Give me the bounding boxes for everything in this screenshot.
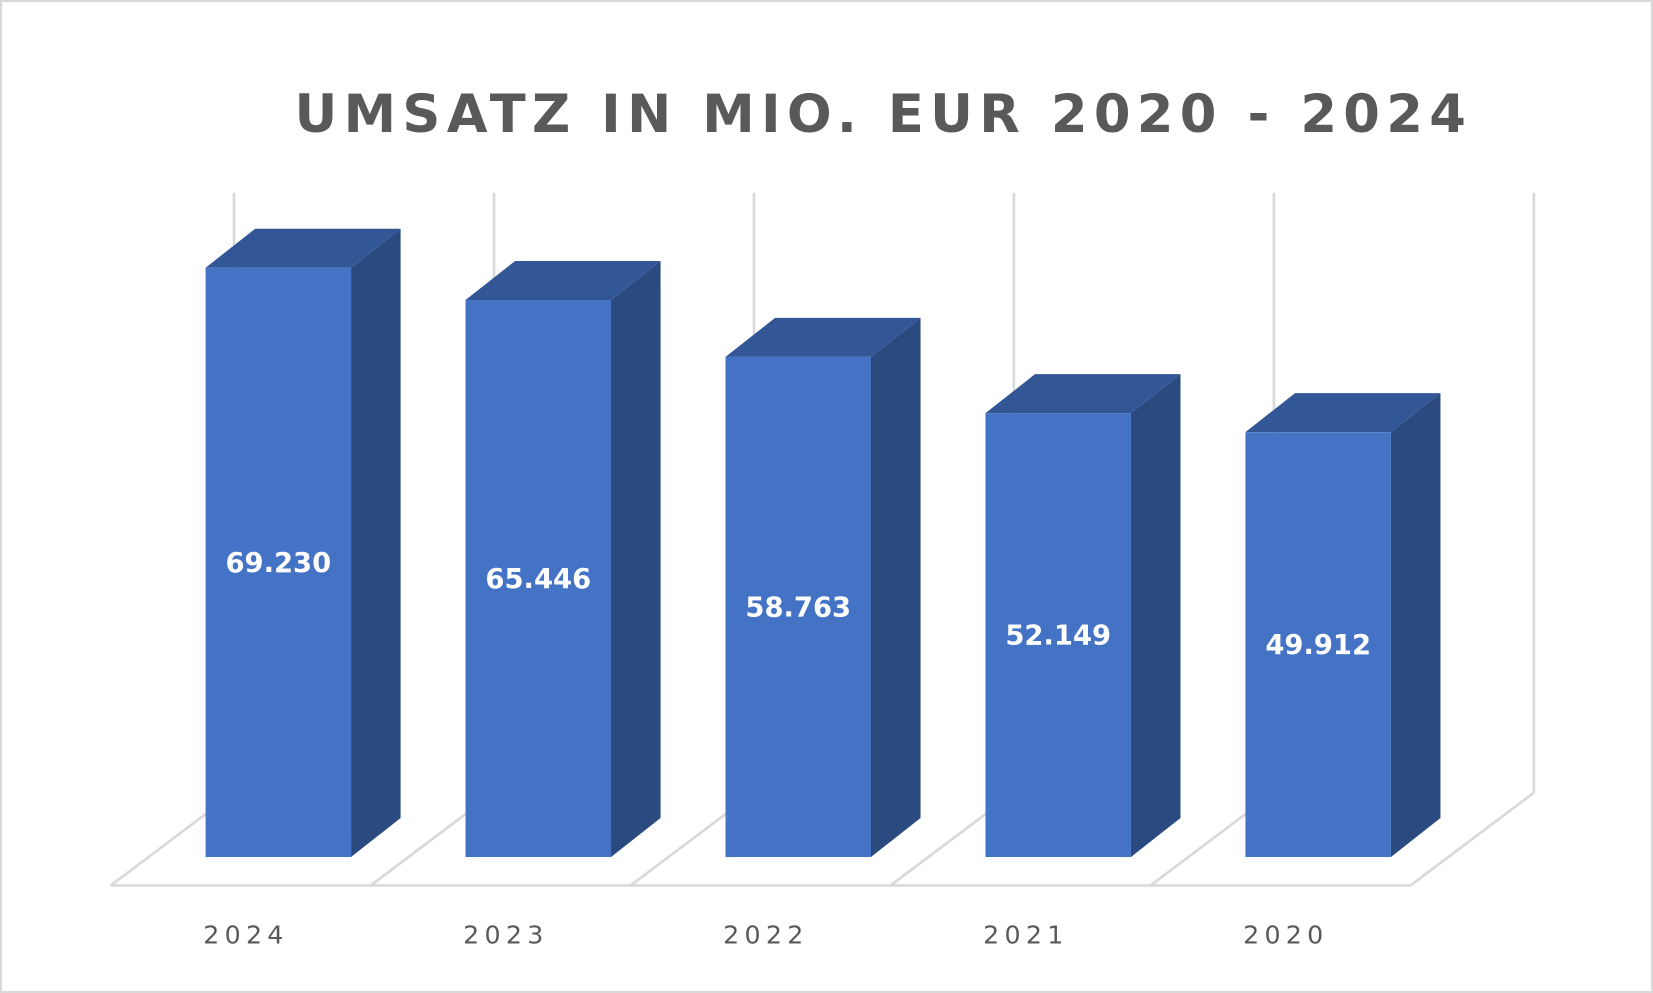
bar-top <box>725 317 921 357</box>
bar-top <box>985 374 1181 414</box>
data-label: 49.912 <box>1265 630 1371 661</box>
bar-top <box>1245 393 1441 433</box>
data-label: 58.763 <box>745 592 851 623</box>
bar-2022: 58.763 <box>725 317 921 858</box>
data-label: 52.149 <box>1005 621 1111 652</box>
category-label: 2024 <box>203 920 288 949</box>
bar-front <box>725 356 871 858</box>
chart-title: UMSATZ IN MIO. EUR 2020 - 2024 <box>295 84 1473 145</box>
category-label: 2023 <box>463 920 548 949</box>
bar-side <box>870 317 921 858</box>
bar-top <box>205 228 401 268</box>
bar-2021: 52.149 <box>985 374 1181 858</box>
category-labels: 2024 2023 2022 2021 2020 <box>203 920 1328 949</box>
bar-side <box>1390 393 1441 858</box>
bar-front <box>465 299 612 858</box>
data-label: 69.230 <box>225 548 331 579</box>
bar-front <box>985 413 1131 858</box>
category-label: 2020 <box>1243 920 1328 949</box>
bar-front <box>1245 432 1391 858</box>
bar-side <box>1130 374 1181 858</box>
bar-top <box>465 260 661 300</box>
bar-2023: 65.446 <box>465 260 661 858</box>
bar-front <box>205 267 352 858</box>
bars: 69.230 65.446 58.763 52.149 49.912 <box>205 228 1441 858</box>
data-label: 65.446 <box>485 564 591 595</box>
bar-2020: 49.912 <box>1245 393 1441 858</box>
category-label: 2022 <box>723 920 808 949</box>
bar-side <box>351 228 401 858</box>
bar-2024: 69.230 <box>205 228 401 858</box>
bar-side <box>611 260 661 858</box>
floor-line <box>1409 791 1535 887</box>
category-label: 2021 <box>983 920 1068 949</box>
